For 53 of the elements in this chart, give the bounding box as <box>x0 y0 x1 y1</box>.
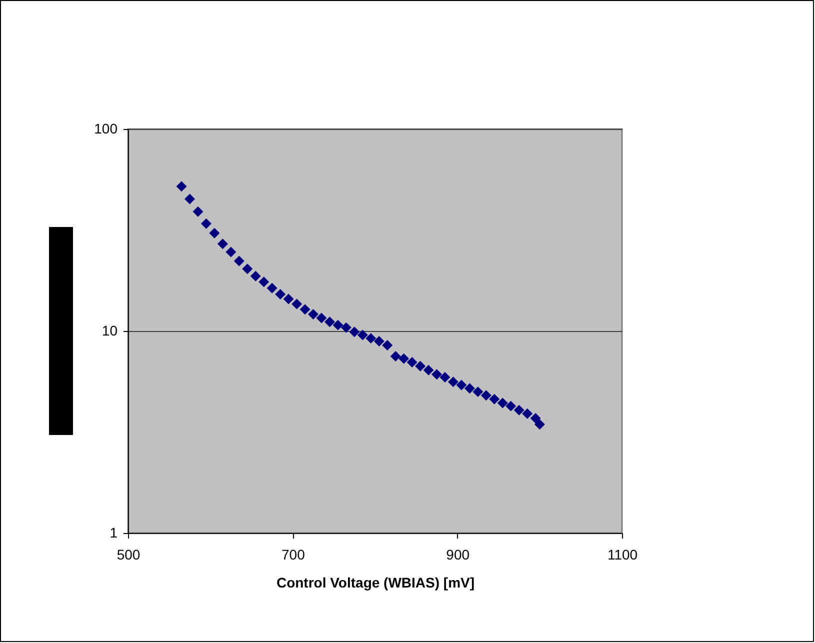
point <box>506 400 516 412</box>
point <box>472 386 484 398</box>
point <box>300 304 310 315</box>
y-tick-label: 1 <box>110 524 118 540</box>
point <box>390 350 401 362</box>
point <box>522 408 533 419</box>
point <box>340 322 352 333</box>
point <box>382 340 393 350</box>
point <box>234 256 244 266</box>
point <box>226 246 236 258</box>
point <box>332 320 344 330</box>
point <box>497 398 508 408</box>
point <box>534 419 545 430</box>
point <box>349 326 360 338</box>
x-axis-title: Control Voltage (WBIAS) [mV] <box>276 574 475 590</box>
point <box>366 333 376 344</box>
point <box>200 218 212 229</box>
point <box>266 282 278 294</box>
point <box>415 360 426 372</box>
point <box>448 376 458 388</box>
point <box>292 298 302 310</box>
point <box>489 394 500 404</box>
point <box>432 369 442 380</box>
point <box>192 206 204 217</box>
point <box>308 309 318 320</box>
point <box>456 380 467 390</box>
y-tick-label: 100 <box>94 120 118 136</box>
point <box>514 404 524 416</box>
point <box>217 238 228 250</box>
point <box>283 294 294 304</box>
point <box>242 264 253 274</box>
point <box>258 276 270 288</box>
point <box>209 228 220 238</box>
point <box>275 289 286 300</box>
point <box>250 270 261 282</box>
point <box>464 383 475 394</box>
x-tick-label: 1100 <box>607 546 638 562</box>
point <box>176 181 187 192</box>
x-tick-label: 500 <box>116 546 140 562</box>
point <box>423 364 434 376</box>
point <box>316 312 327 324</box>
point <box>530 412 541 424</box>
point <box>357 330 368 340</box>
point <box>406 357 418 368</box>
point <box>398 353 410 364</box>
point <box>440 372 450 383</box>
x-tick-label: 700 <box>281 546 306 562</box>
x-tick-label: 900 <box>446 546 470 562</box>
point <box>480 390 492 401</box>
point <box>374 336 384 346</box>
y-tick-label: 10 <box>102 322 118 338</box>
point <box>324 316 335 328</box>
point <box>184 194 195 204</box>
